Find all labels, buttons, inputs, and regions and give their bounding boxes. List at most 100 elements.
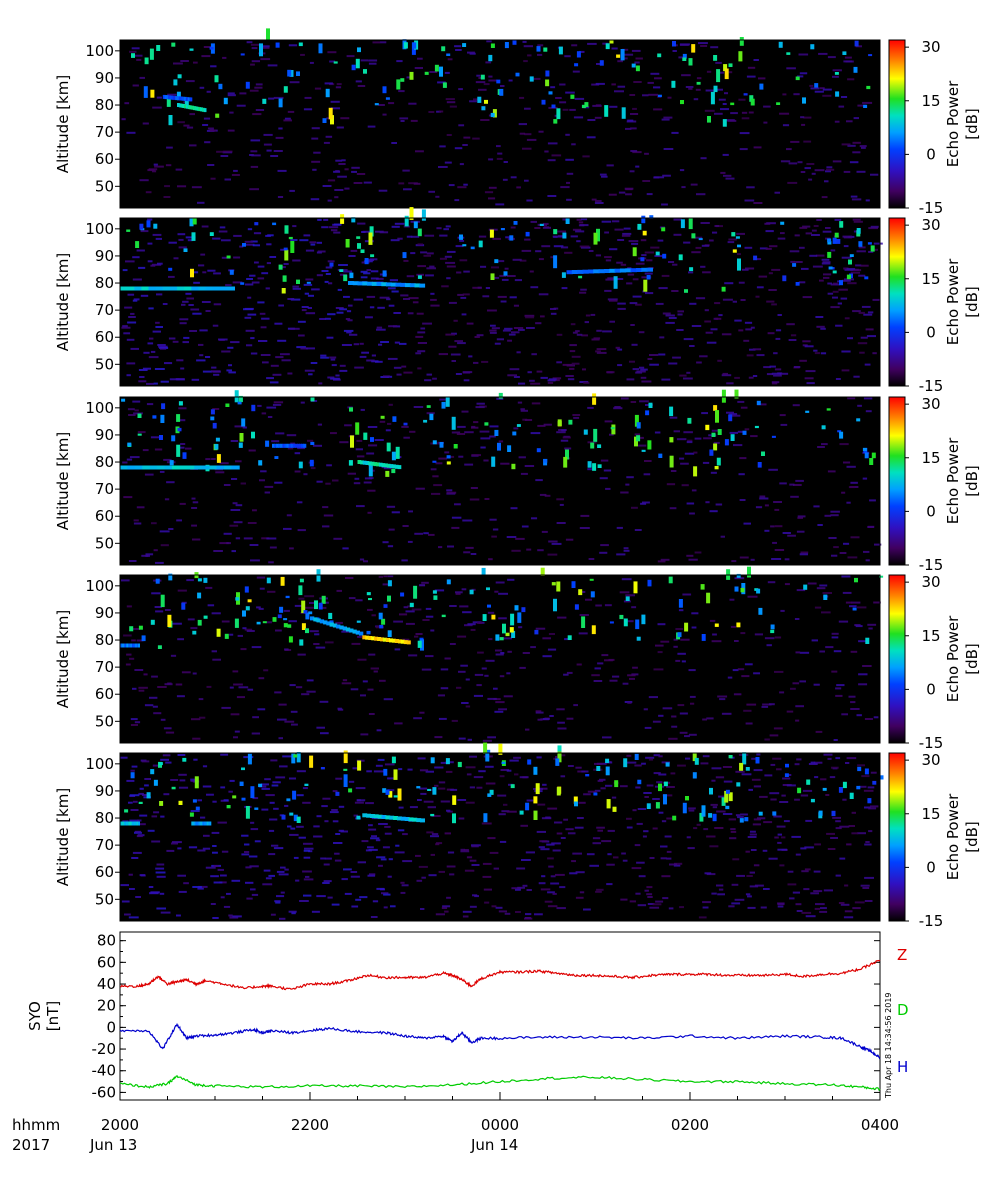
noise-pixel: [679, 374, 687, 377]
noise-pixel: [298, 836, 306, 839]
noise-pixel: [763, 821, 773, 824]
noise-pixel: [376, 326, 383, 329]
noise-pixel: [127, 321, 137, 324]
noise-pixel: [211, 366, 217, 369]
echo-mark: [135, 241, 140, 248]
noise-pixel: [289, 81, 300, 84]
noise-pixel: [699, 355, 708, 358]
echo-mark: [821, 425, 826, 430]
echo-layer-segment: [196, 821, 199, 826]
noise-pixel: [574, 97, 585, 100]
noise-pixel: [121, 118, 126, 121]
echo-mark: [416, 786, 421, 789]
noise-pixel: [498, 440, 504, 443]
noise-pixel: [690, 702, 695, 705]
echo-mark: [429, 413, 434, 421]
echo-mark: [325, 88, 330, 98]
noise-pixel: [693, 827, 698, 830]
noise-pixel: [290, 327, 300, 330]
noise-pixel: [653, 668, 664, 671]
noise-pixel: [547, 857, 554, 860]
noise-pixel: [738, 329, 744, 332]
noise-pixel: [462, 519, 473, 522]
echo-mark: [584, 102, 589, 107]
noise-pixel: [492, 528, 499, 531]
noise-pixel: [737, 816, 744, 819]
noise-pixel: [258, 785, 267, 788]
noise-pixel: [247, 522, 257, 524]
noise-pixel: [840, 903, 850, 906]
noise-pixel: [578, 801, 586, 804]
noise-pixel: [121, 326, 131, 329]
noise-pixel: [176, 914, 181, 917]
noise-pixel: [641, 380, 652, 383]
noise-pixel: [709, 510, 718, 513]
noise-pixel: [515, 537, 525, 540]
noise-pixel: [185, 80, 195, 83]
noise-pixel: [421, 668, 432, 671]
noise-pixel: [371, 835, 377, 838]
noise-pixel: [460, 848, 465, 851]
noise-pixel: [853, 220, 863, 223]
noise-pixel: [768, 857, 778, 860]
echo-mark: [743, 93, 748, 96]
noise-pixel: [530, 286, 539, 289]
noise-pixel: [809, 84, 814, 87]
noise-pixel: [753, 769, 763, 772]
noise-pixel: [121, 579, 130, 582]
noise-pixel: [433, 484, 443, 487]
echo-layer-segment: [166, 95, 170, 100]
noise-pixel: [868, 807, 877, 810]
echo-layer-segment: [191, 286, 200, 291]
noise-pixel: [856, 714, 862, 717]
noise-pixel: [466, 322, 474, 325]
noise-pixel: [141, 760, 150, 763]
noise-pixel: [342, 679, 348, 682]
noise-pixel: [249, 865, 259, 868]
echo-mark: [234, 390, 239, 403]
noise-pixel: [164, 362, 173, 365]
echo-mark: [736, 782, 741, 787]
noise-pixel: [219, 462, 229, 465]
noise-pixel: [865, 199, 870, 202]
noise-pixel: [302, 801, 311, 804]
noise-pixel: [746, 75, 756, 78]
noise-pixel: [446, 865, 456, 868]
noise-pixel: [246, 278, 253, 280]
echo-mark: [439, 442, 444, 448]
echo-layer-segment: [272, 443, 276, 448]
echo-layer-segment: [186, 465, 196, 470]
echo-mark: [189, 812, 194, 817]
heatmap-background: [120, 575, 880, 743]
noise-pixel: [862, 665, 872, 667]
noise-pixel: [353, 343, 359, 346]
echo-mark: [288, 236, 293, 240]
noise-pixel: [847, 78, 855, 81]
noise-pixel: [755, 506, 763, 509]
echo-mark: [166, 97, 171, 107]
echo-mark: [810, 798, 815, 803]
noise-pixel: [547, 891, 555, 894]
noise-pixel: [642, 835, 647, 838]
noise-pixel: [415, 487, 425, 490]
echo-mark: [483, 742, 488, 754]
noise-pixel: [655, 302, 664, 305]
noise-pixel: [590, 313, 596, 316]
noise-pixel: [850, 536, 860, 539]
colorbar-label-line1: Echo Power: [944, 80, 962, 167]
noise-pixel: [838, 105, 845, 108]
noise-pixel: [808, 178, 813, 181]
noise-pixel: [520, 408, 525, 411]
noise-pixel: [626, 594, 632, 597]
noise-pixel: [325, 135, 333, 138]
echo-mark: [287, 69, 292, 77]
noise-pixel: [457, 425, 466, 428]
noise-pixel: [130, 809, 139, 811]
noise-pixel: [750, 558, 755, 561]
echo-mark: [137, 433, 142, 436]
noise-pixel: [688, 87, 693, 90]
noise-pixel: [786, 710, 794, 713]
echo-layer-segment: [323, 620, 328, 625]
noise-pixel: [150, 891, 160, 894]
